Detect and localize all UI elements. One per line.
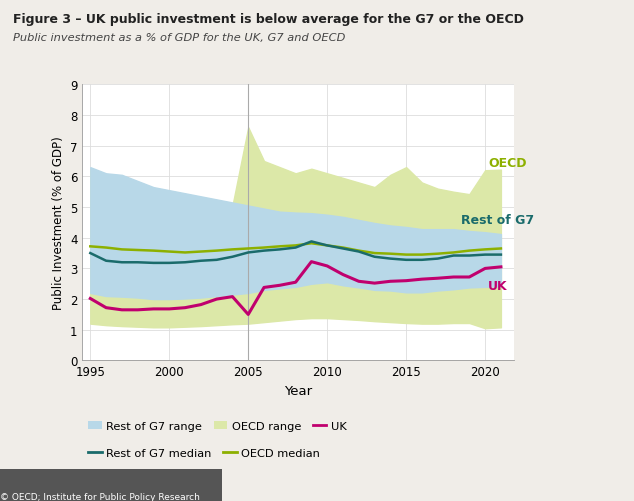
Line: UK: UK [90,262,501,315]
OECD median [86,244,94,250]
OECD median [276,244,283,250]
UK [165,306,173,312]
OECD median [165,249,173,255]
OECD median [371,250,378,257]
OECD median [465,248,473,254]
OECD median [497,246,505,252]
OECD median [403,252,410,258]
Rest of G7 median [292,245,299,251]
OECD median [260,245,268,251]
UK [307,259,315,265]
OECD median [323,243,331,249]
UK [387,279,394,285]
Rest of G7 median [260,248,268,254]
Rest of G7 median [481,252,489,258]
UK [229,294,236,300]
UK [134,307,141,313]
Line: Rest of G7 median: Rest of G7 median [90,242,501,264]
Rest of G7 median [165,261,173,267]
UK [323,264,331,270]
OECD median [245,246,252,252]
Rest of G7 median [229,254,236,260]
UK [245,312,252,318]
Rest of G7 median [150,261,157,267]
Rest of G7 median [497,252,505,258]
OECD median [434,251,441,257]
Rest of G7 median [339,246,347,252]
Rest of G7 median [86,250,94,257]
UK [86,296,94,302]
Text: UK: UK [488,279,508,292]
UK [276,283,283,289]
UK [260,285,268,291]
Rest of G7 median [197,258,205,264]
OECD median [418,252,426,258]
UK [118,307,126,313]
OECD median [102,245,110,251]
UK [418,277,426,283]
UK [181,305,189,311]
UK [497,265,505,271]
OECD median [339,245,347,251]
X-axis label: Year: Year [284,384,312,397]
OECD median [150,248,157,254]
OECD median [229,247,236,253]
UK [150,306,157,312]
Rest of G7 median [134,260,141,266]
OECD median [307,241,315,247]
Rest of G7 median [118,260,126,266]
Rest of G7 median [276,247,283,253]
Rest of G7 median [181,260,189,266]
Rest of G7 median [213,258,221,264]
UK [102,305,110,311]
UK [403,278,410,284]
Rest of G7 median [387,256,394,262]
Text: Rest of G7: Rest of G7 [462,213,534,226]
OECD median [292,243,299,249]
Rest of G7 median [102,258,110,264]
UK [450,275,457,281]
Rest of G7 median [355,249,363,255]
OECD median [450,250,457,256]
Text: © OECD; Institute for Public Policy Research: © OECD; Institute for Public Policy Rese… [0,492,200,501]
OECD median [355,248,363,254]
Text: Figure 3 – UK public investment is below average for the G7 or the OECD: Figure 3 – UK public investment is below… [13,13,524,26]
OECD median [118,247,126,253]
Legend: Rest of G7 median, OECD median: Rest of G7 median, OECD median [88,448,320,458]
UK [355,279,363,285]
Rest of G7 median [434,256,441,262]
Rest of G7 median [465,253,473,259]
Text: OECD: OECD [488,157,527,170]
OECD median [181,250,189,256]
Rest of G7 median [403,258,410,264]
OECD median [134,247,141,254]
Rest of G7 median [450,253,457,259]
Text: Source: IPPR analysis of OECD (2023): Source: IPPR analysis of OECD (2023) [13,472,182,481]
UK [371,281,378,287]
OECD median [481,247,489,253]
Y-axis label: Public Investment (% of GDP): Public Investment (% of GDP) [51,136,65,310]
Line: OECD median: OECD median [90,244,501,255]
Text: Public investment as a % of GDP for the UK, G7 and OECD: Public investment as a % of GDP for the … [13,33,345,43]
Rest of G7 median [307,239,315,245]
UK [339,272,347,278]
UK [465,275,473,281]
Rest of G7 median [371,254,378,260]
UK [292,280,299,286]
OECD median [387,251,394,257]
OECD median [213,248,221,254]
UK [434,276,441,282]
UK [481,266,489,272]
Rest of G7 median [245,250,252,256]
Rest of G7 median [418,258,426,264]
UK [213,297,221,303]
OECD median [197,249,205,255]
UK [197,302,205,308]
Rest of G7 median [323,243,331,249]
